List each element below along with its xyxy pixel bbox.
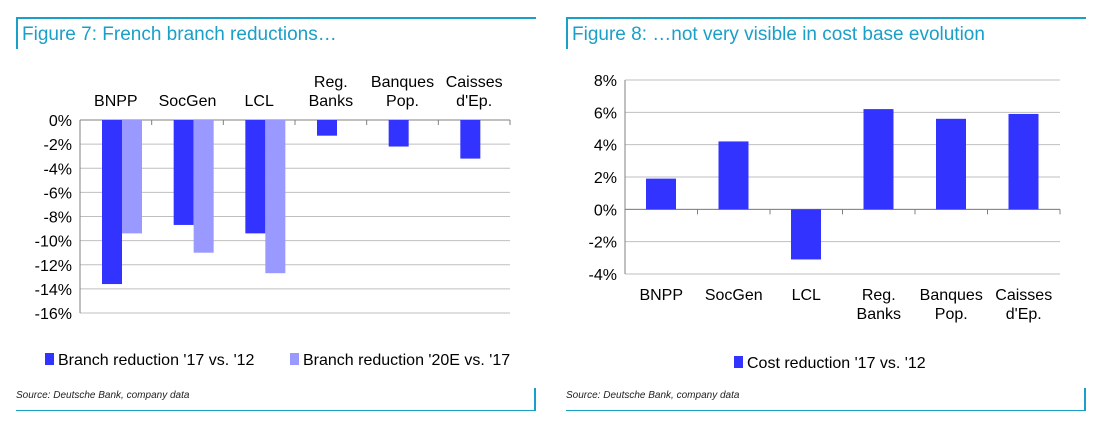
source-note: Source: Deutsche Bank, company data [566, 390, 740, 401]
legend-swatch [290, 353, 299, 365]
y-tick-label: 6% [594, 105, 617, 122]
category-label: Reg. Banks [309, 74, 353, 110]
bottom-right-tick [1084, 388, 1086, 411]
legend-swatch [734, 356, 743, 368]
y-tick-label: -12% [35, 258, 72, 275]
figure-label: Figure 8: [572, 24, 647, 45]
y-tick-label: -2% [589, 235, 617, 252]
bar [1008, 113, 1039, 210]
y-tick-label: -8% [44, 210, 72, 227]
legend-swatch [45, 353, 54, 365]
category-label: Caisses d'Ep. [995, 287, 1052, 323]
y-tick-label: -14% [35, 282, 72, 299]
category-label: Caisses d'Ep. [446, 74, 503, 110]
bar [265, 120, 286, 274]
top-left-tick [16, 17, 18, 49]
bottom-rule [16, 410, 536, 411]
figure-title-text: …not very visible in cost base evolution [652, 24, 985, 45]
bar [317, 120, 337, 136]
y-tick-label: -4% [589, 267, 617, 284]
figure-7-title: Figure 7: French branch reductions… [22, 24, 337, 46]
y-tick-label: -6% [44, 185, 72, 202]
chart-branch-reductions: 0% -2% -4% -6% -8% -10% -12% -14% -16% BNPP SocGen… [35, 74, 511, 369]
bar [863, 109, 894, 210]
category-label: LCL [244, 93, 273, 110]
bar [245, 120, 266, 234]
category-label: SocGen [159, 93, 217, 110]
category-label: BNPP [639, 287, 683, 304]
top-left-tick [566, 17, 568, 49]
bar [936, 118, 966, 210]
top-rule [566, 17, 1086, 19]
category-label: Banques Pop. [920, 287, 983, 323]
y-tick-label: 0% [594, 202, 617, 219]
y-tick-label: -2% [44, 137, 72, 154]
category-label: BNPP [94, 93, 138, 110]
y-tick-label: 2% [594, 170, 617, 187]
figure-8-panel: Figure 8: …not very visible in cost base… [560, 0, 1120, 439]
bar [718, 141, 749, 210]
bar [173, 120, 194, 225]
y-tick-label: 8% [594, 73, 617, 90]
legend-label: Branch reduction '17 vs. '12 [58, 352, 255, 369]
figure-7-panel: Figure 7: French branch reductions… 0% -2… [0, 0, 548, 439]
category-label: Reg. Banks [857, 287, 901, 323]
bar [193, 120, 214, 253]
category-label: Banques Pop. [371, 74, 434, 110]
category-label: LCL [792, 287, 821, 304]
legend-label: Branch reduction '20E vs. '17 [303, 352, 510, 369]
bar [791, 209, 821, 260]
bar [646, 178, 676, 210]
bar [388, 120, 409, 147]
bar [122, 120, 142, 234]
top-rule [16, 17, 536, 19]
figure-8-title: Figure 8: …not very visible in cost base… [572, 24, 985, 46]
bottom-rule [566, 410, 1086, 411]
bar [460, 120, 481, 159]
y-tick-label: 4% [594, 138, 617, 155]
bottom-right-tick [534, 388, 536, 411]
category-label: SocGen [705, 287, 763, 304]
figure-label: Figure 7: [22, 24, 97, 45]
legend-label: Cost reduction '17 vs. '12 [747, 355, 926, 372]
y-tick-label: -10% [35, 234, 72, 251]
figure-title-text: French branch reductions… [102, 24, 337, 45]
source-note: Source: Deutsche Bank, company data [16, 390, 190, 401]
chart-cost-base-evolution: 8% 6% 4% 2% 0% -2% -4% BNPP SocGen LCL Reg. Banks Ba… [589, 73, 1061, 372]
y-tick-label: 0% [49, 113, 72, 130]
y-tick-label: -16% [35, 306, 72, 323]
y-tick-label: -4% [44, 161, 72, 178]
bar [102, 120, 122, 285]
